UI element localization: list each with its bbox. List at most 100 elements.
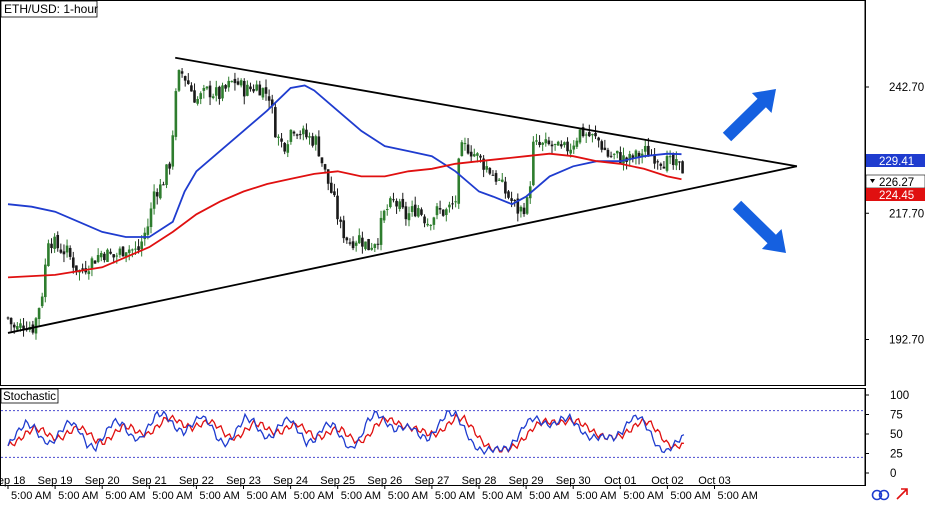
candle-body xyxy=(659,163,663,166)
candle-body xyxy=(472,154,476,157)
chart-settings-icon xyxy=(871,489,890,501)
candle-body xyxy=(513,199,517,201)
candle-body xyxy=(407,213,411,221)
candle xyxy=(127,245,131,261)
candle xyxy=(103,251,106,263)
candle-body xyxy=(47,243,50,267)
candle-body xyxy=(469,151,473,157)
candle-body xyxy=(547,140,551,145)
candle xyxy=(140,235,143,257)
candle xyxy=(361,231,364,254)
candle-body xyxy=(566,141,569,152)
candle-body xyxy=(448,204,451,208)
candle xyxy=(286,140,290,158)
candle-body xyxy=(131,249,134,251)
chart-title: ETH/USD: 1-hour xyxy=(4,2,98,16)
candle xyxy=(227,76,231,92)
candle xyxy=(106,248,109,262)
candle-body xyxy=(367,239,370,251)
candle-body xyxy=(647,145,650,157)
candle-body xyxy=(392,199,395,201)
stochastic-tick-label: 50 xyxy=(890,429,903,441)
candle xyxy=(25,321,28,332)
stochastic-panel-border xyxy=(0,388,866,486)
candle-body xyxy=(575,140,579,147)
candle-body xyxy=(87,271,91,275)
candle xyxy=(438,200,442,214)
candle xyxy=(84,260,88,275)
candle-body xyxy=(631,155,635,159)
candle xyxy=(118,246,122,258)
trendlines xyxy=(7,56,798,334)
candle xyxy=(336,188,339,225)
time-label: 5:00 AM xyxy=(11,490,51,502)
candle xyxy=(417,205,420,218)
candle xyxy=(56,231,60,252)
candle-body xyxy=(494,173,498,182)
candle-body xyxy=(426,223,429,226)
candle-body xyxy=(118,248,122,255)
candle-body xyxy=(155,192,159,197)
candle xyxy=(252,84,255,94)
candle-body xyxy=(463,143,467,145)
candle-body xyxy=(640,153,644,156)
candle-body xyxy=(103,253,106,261)
candle xyxy=(270,94,274,114)
price-badge: 226.27 xyxy=(865,174,925,189)
candle xyxy=(168,161,171,175)
arrow-up-icon-shape xyxy=(722,89,776,142)
candle-body xyxy=(432,217,436,225)
candle-body xyxy=(420,209,423,215)
candle xyxy=(597,136,600,148)
candle-body xyxy=(569,149,572,154)
ma-slow-badge-bg xyxy=(866,188,925,201)
candle-body xyxy=(62,251,66,255)
price-marker-icon xyxy=(870,179,875,183)
candle-body xyxy=(454,201,457,203)
candle-body xyxy=(376,243,380,245)
candle xyxy=(183,75,187,87)
candle-body xyxy=(510,198,513,201)
candle xyxy=(463,137,467,151)
candle-body xyxy=(544,139,548,144)
candle xyxy=(429,224,433,231)
candle xyxy=(500,172,504,183)
candle xyxy=(410,200,414,217)
candle-body xyxy=(482,158,485,170)
candle-body xyxy=(429,224,433,226)
candle xyxy=(609,151,613,159)
candle-body xyxy=(370,247,374,250)
candle xyxy=(193,83,196,103)
candle-body xyxy=(162,184,165,186)
candle xyxy=(367,238,370,251)
candle xyxy=(162,181,165,186)
candle xyxy=(600,139,604,153)
candle-body xyxy=(681,161,684,174)
time-axis: Sep 18 5:00 AM Sep 19 5:00 AM Sep 20 5:00 AM S… xyxy=(0,475,908,502)
candle xyxy=(550,140,554,154)
candle xyxy=(289,129,293,145)
candle xyxy=(267,89,271,109)
candle-body xyxy=(339,219,342,222)
candle-body xyxy=(218,86,221,99)
candle-body xyxy=(622,155,625,164)
candle-body xyxy=(382,210,386,221)
candle xyxy=(90,256,94,277)
stochastic-tick-label: 0 xyxy=(890,468,896,480)
date-label: Sep 24 xyxy=(273,475,308,487)
candle-body xyxy=(65,245,69,253)
candle xyxy=(236,77,240,86)
candle-body xyxy=(643,145,647,152)
candle xyxy=(211,93,215,100)
candle-body xyxy=(264,87,268,94)
candle-body xyxy=(99,253,103,258)
candle xyxy=(594,125,597,140)
candle xyxy=(563,141,566,148)
stochastic-panel: Stochastic 100 75 50 25 0 xyxy=(0,388,909,485)
candle xyxy=(553,143,557,151)
candle-body xyxy=(550,144,554,147)
candle-body xyxy=(385,209,389,211)
candle-body xyxy=(106,249,109,262)
